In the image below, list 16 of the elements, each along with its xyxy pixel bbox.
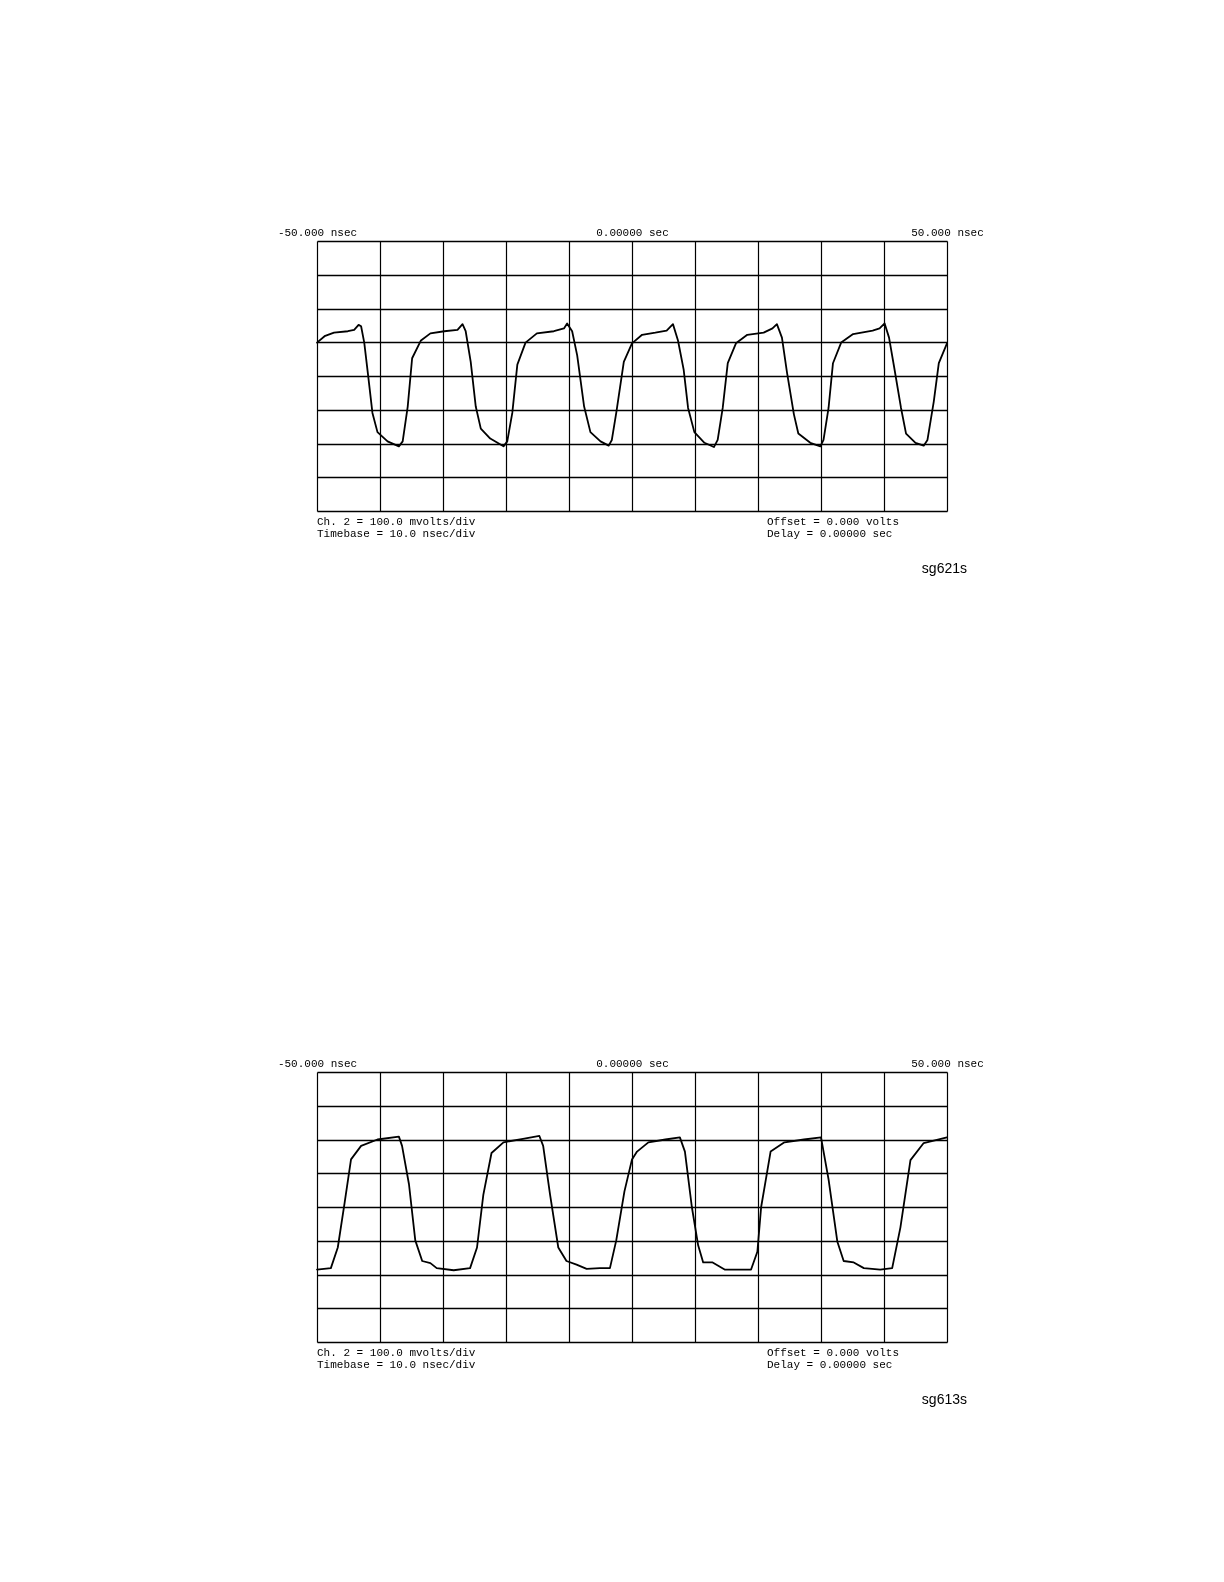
x-tick-label: -50.000 nsec (277, 226, 358, 239)
text: Ch. 2 = 100.0 mvolts/div (317, 516, 476, 528)
text: Offset = 0.000 volts (767, 1347, 900, 1359)
x-tick-label: 0.00000 sec (596, 1057, 669, 1070)
text: Delay = 0.00000 sec (767, 528, 893, 540)
x-tick-label: -50.000 nsec (277, 1057, 358, 1070)
text: Timebase = 10.0 nsec/div (317, 1359, 476, 1371)
x-tick-label: 50.000 nsec (911, 226, 984, 239)
text: Delay = 0.00000 sec (767, 1359, 893, 1371)
text: sg613s (921, 1391, 967, 1407)
text: Timebase = 10.0 nsec/div (317, 528, 476, 540)
text: sg621s (921, 560, 967, 576)
x-tick-label: 0.00000 sec (596, 226, 669, 239)
x-tick-label: 50.000 nsec (911, 1057, 984, 1070)
text: Offset = 0.000 volts (767, 516, 900, 528)
text: Ch. 2 = 100.0 mvolts/div (317, 1347, 476, 1359)
